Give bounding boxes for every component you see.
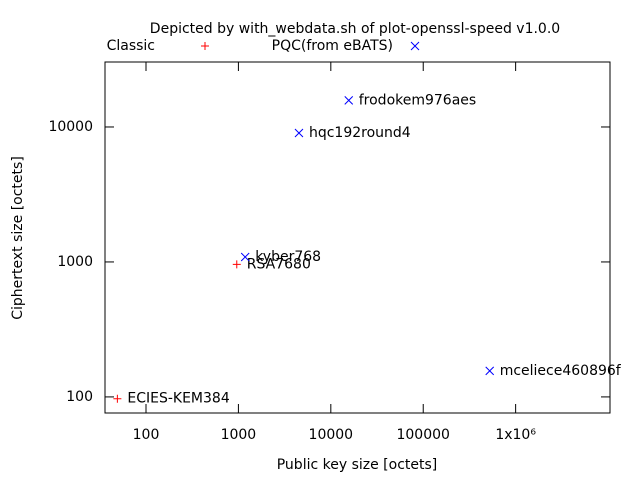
plot-border: [104, 61, 611, 414]
point: [113, 394, 122, 403]
point: [240, 252, 250, 262]
x-tick-label: 10000: [309, 427, 354, 443]
legend-label: Classic: [107, 38, 155, 54]
point: [344, 96, 354, 105]
point-label: frodokem976aes: [359, 92, 476, 108]
y-axis-label: Ciphertext size [octets]: [10, 156, 26, 320]
x-tick-label: 100000: [396, 427, 449, 443]
point-label: mceliece460896f: [500, 363, 622, 379]
x-tick-label: 1x10⁶: [495, 427, 536, 443]
point-label: RSA7680: [247, 256, 311, 272]
chart-title: Depicted by with_webdata.sh of plot-open…: [150, 21, 560, 37]
point: [232, 260, 241, 269]
point-label: kyber768: [255, 249, 321, 265]
point: [294, 128, 304, 138]
legend-label: PQC(from eBATS): [272, 38, 393, 54]
y-tick-label: 100: [66, 389, 93, 405]
y-tick-label: 1000: [57, 254, 93, 270]
legend-marker: [410, 41, 420, 51]
point-label: ECIES-KEM384: [127, 391, 229, 407]
point: [485, 366, 495, 376]
x-tick-label: 100: [133, 427, 160, 443]
x-axis-label: Public key size [octets]: [277, 457, 438, 473]
legend-marker: [201, 42, 209, 50]
point-label: hqc192round4: [309, 125, 411, 141]
x-tick-label: 1000: [221, 427, 257, 443]
y-tick-label: 10000: [48, 119, 93, 135]
